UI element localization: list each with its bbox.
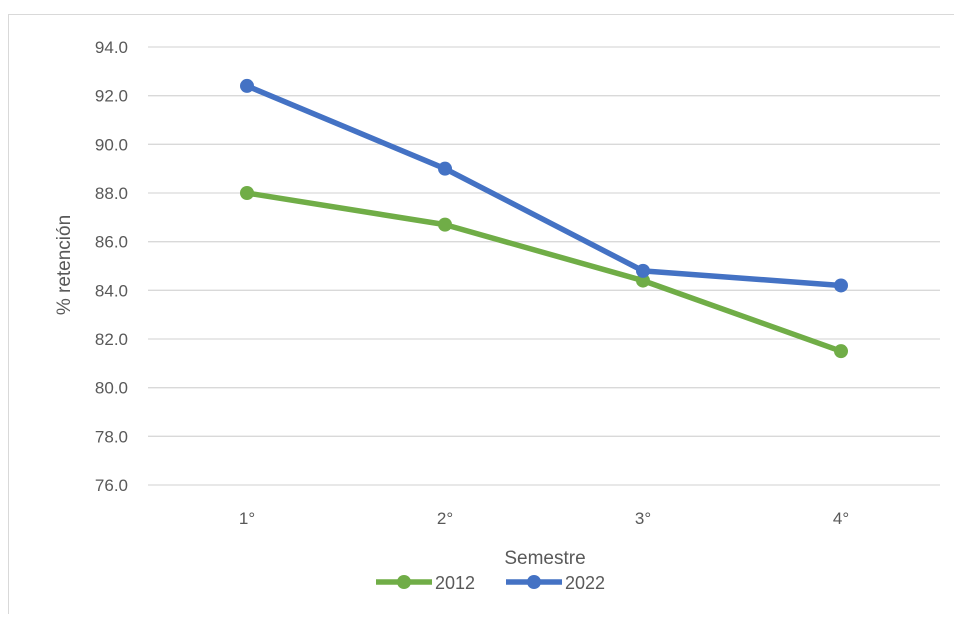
- x-tick-label: 1°: [239, 509, 255, 528]
- x-tick-label: 2°: [437, 509, 453, 528]
- x-tick-label: 4°: [833, 509, 849, 528]
- legend-label-2022: 2022: [565, 573, 605, 593]
- chart-frame: [8, 14, 954, 614]
- data-point: [834, 344, 848, 359]
- x-axis-ticks: 1° 2° 3° 4°: [239, 509, 849, 528]
- x-axis-title: Semestre: [504, 548, 585, 569]
- data-point: [636, 263, 650, 278]
- y-tick-label: 88.0: [95, 184, 128, 203]
- y-tick-label: 82.0: [95, 330, 128, 349]
- legend-marker-2022: [527, 575, 541, 589]
- series-group: [240, 78, 848, 359]
- x-tick-label: 3°: [635, 509, 651, 528]
- data-point: [240, 186, 254, 200]
- y-tick-label: 76.0: [95, 476, 128, 495]
- data-point: [240, 78, 254, 93]
- data-point: [636, 273, 650, 288]
- y-axis-title: % retención: [54, 215, 75, 315]
- data-point: [438, 217, 452, 232]
- y-tick-label: 90.0: [95, 135, 128, 154]
- y-axis-ticks: 76.0 78.0 80.0 82.0 84.0 86.0 88.0 90.0 92.0 94.0: [95, 38, 128, 495]
- y-tick-label: 86.0: [95, 233, 128, 252]
- y-tick-label: 80.0: [95, 379, 128, 398]
- series-line-2022: [244, 83, 844, 289]
- legend-marker-2012: [397, 575, 411, 589]
- gridlines: [148, 46, 940, 486]
- series-line-2012: [244, 190, 844, 354]
- legend: 2012 2022: [376, 573, 605, 593]
- y-tick-label: 92.0: [95, 87, 128, 106]
- legend-label-2012: 2012: [435, 573, 475, 593]
- y-tick-label: 78.0: [95, 427, 128, 446]
- data-point: [438, 161, 452, 176]
- y-tick-label: 84.0: [95, 281, 128, 300]
- y-tick-label: 94.0: [95, 38, 128, 57]
- data-point: [834, 278, 848, 293]
